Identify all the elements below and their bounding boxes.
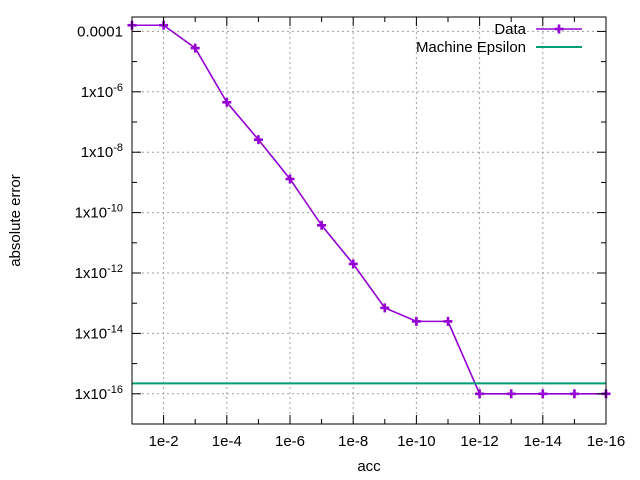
legend-entry: Machine Epsilon: [416, 39, 582, 56]
data-point-marker: [317, 220, 327, 230]
data-point-marker: [538, 389, 548, 399]
y-tick-label: 0.0001: [77, 23, 123, 40]
data-point-marker: [506, 389, 516, 399]
y-axis-tick-labels: 0.00011x10-61x10-81x10-101x10-121x10-141…: [75, 23, 123, 402]
data-point-marker: [554, 24, 564, 34]
y-tick-label: 1x10-14: [75, 323, 123, 342]
y-tick-exponent: -12: [107, 263, 123, 275]
data-point-marker: [285, 174, 295, 184]
x-tick-label: 1e-4: [212, 433, 242, 450]
y-tick-label: 1x10-16: [75, 384, 123, 403]
y-tick-exponent: -8: [113, 142, 123, 154]
y-tick-exponent: -14: [107, 323, 123, 335]
data-point-marker: [380, 303, 390, 313]
x-tick-label: 1e-10: [397, 433, 435, 450]
y-tick-mantissa: 1x10: [75, 265, 108, 282]
y-tick-exponent: -10: [107, 203, 123, 215]
data-point-marker: [411, 316, 421, 326]
data-point-marker: [222, 97, 232, 107]
data-point-marker: [190, 43, 200, 53]
x-tick-label: 1e-8: [338, 433, 368, 450]
y-tick-mantissa: 1x10: [81, 144, 114, 161]
data-point-marker: [569, 389, 579, 399]
x-tick-label: 1e-6: [275, 433, 305, 450]
legend-label: Machine Epsilon: [416, 39, 526, 56]
plot-frame: [131, 16, 607, 425]
x-tick-label: 1e-2: [149, 433, 179, 450]
data-point-marker: [443, 316, 453, 326]
axis-ticks: [132, 17, 607, 425]
y-tick-exponent: -16: [107, 384, 123, 396]
plot-series: [127, 20, 611, 399]
x-axis-tick-labels: 1e-2 1e-4 1e-6 1e-8 1e-10 1e-12 1e-14 1e-16: [149, 433, 626, 450]
x-tick-label: 1e-14: [524, 433, 562, 450]
x-axis-title: acc: [357, 458, 381, 475]
y-tick-label: 1x10-6: [81, 82, 123, 101]
series-data-markers: [127, 20, 611, 399]
data-point-marker: [348, 259, 358, 269]
x-tick-label: 1e-12: [460, 433, 498, 450]
y-axis-title: absolute error: [7, 174, 24, 267]
y-tick-mantissa: 1x10: [75, 325, 108, 342]
y-tick-mantissa: 1x10: [75, 386, 108, 403]
y-tick-mantissa: 1x10: [81, 84, 114, 101]
y-tick-label: 1x10-10: [75, 203, 123, 222]
y-tick-label: 1x10-8: [81, 142, 123, 161]
data-point-marker: [475, 389, 485, 399]
y-tick-mantissa: 1x10: [75, 205, 108, 222]
legend-entry: Data: [494, 21, 582, 38]
y-tick-label: 1x10-12: [75, 263, 123, 282]
x-tick-label: 1e-16: [587, 433, 625, 450]
legend-label: Data: [494, 21, 526, 38]
y-tick-exponent: -6: [113, 82, 123, 94]
series-data-line: [132, 24, 606, 395]
data-point-marker: [253, 135, 263, 145]
